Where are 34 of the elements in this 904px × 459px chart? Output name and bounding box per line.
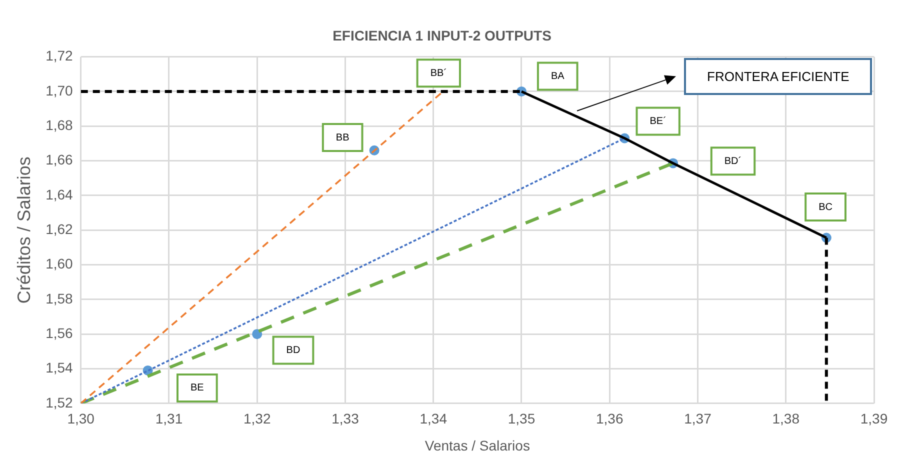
x-tick-label: 1,34 — [420, 410, 448, 427]
x-tick-label: 1,37 — [684, 410, 712, 427]
y-tick-label: 1,64 — [46, 186, 74, 202]
y-tick-label: 1,56 — [46, 324, 74, 341]
y-tick-label: 1,70 — [46, 82, 74, 98]
x-tick-label: 1,39 — [860, 410, 888, 427]
y-tick-label: 1,62 — [46, 220, 74, 237]
y-tick-label: 1,72 — [46, 48, 74, 64]
annotation: BE — [190, 382, 204, 394]
x-axis-title: Ventas / Salarios — [424, 437, 530, 454]
annotation: BB — [336, 132, 350, 144]
y-tick-label: 1,54 — [46, 360, 74, 376]
y-axis-title: Créditos / Salarios — [14, 156, 34, 304]
x-tick-label: 1,30 — [67, 410, 95, 427]
y-tick-label: 1,58 — [46, 290, 74, 306]
annotation: BC — [818, 202, 832, 213]
annotation: BD´ — [724, 156, 742, 167]
annotation: BA — [550, 70, 565, 82]
text-box: FRONTERA EFICIENTE — [684, 58, 872, 95]
x-tick-label: 1,32 — [243, 410, 271, 427]
x-tick-label: 1,31 — [155, 410, 183, 427]
annotation: BB´ — [430, 68, 447, 79]
chart-title: EFICIENCIA 1 INPUT-2 OUTPUTS — [332, 27, 552, 44]
annotation: BE´ — [650, 116, 666, 128]
annotation: BD — [286, 344, 300, 356]
y-tick-label: 1,68 — [46, 116, 74, 133]
x-tick-label: 1,38 — [772, 410, 800, 427]
x-tick-label: 1,33 — [332, 410, 360, 427]
y-tick-label: 1,66 — [46, 152, 74, 168]
x-tick-label: 1,35 — [508, 410, 536, 427]
point — [252, 329, 262, 340]
x-tick-label: 1,36 — [596, 410, 624, 427]
y-tick-label: 1,60 — [46, 256, 74, 272]
y-tick-label: 1,52 — [46, 394, 74, 410]
